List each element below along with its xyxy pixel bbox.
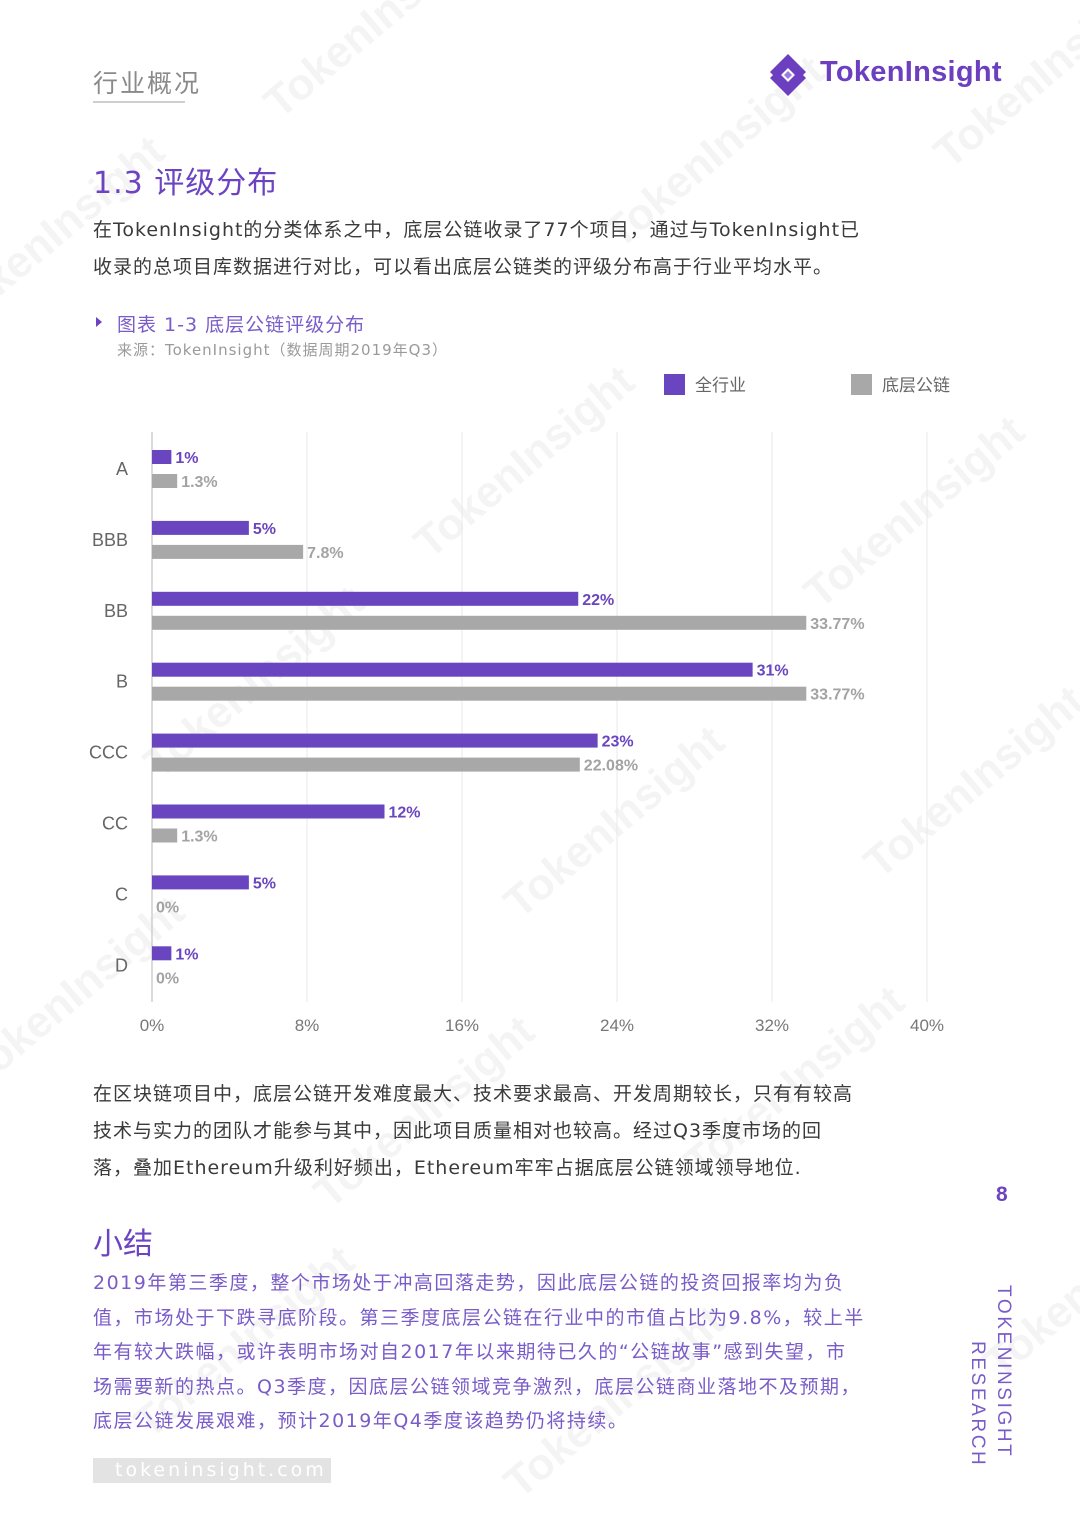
bar-public-chain: [152, 686, 807, 701]
category-label: A: [116, 459, 128, 479]
bar-value-label: 1%: [175, 450, 198, 467]
bar-public-chain: [152, 544, 304, 559]
summary-line: 2019年第三季度，整个市场处于冲高回落走势，因此底层公链的投资回报率均为负: [93, 1272, 845, 1294]
legend-swatch: [664, 374, 685, 395]
category-label: C: [115, 884, 128, 904]
tokeninsight-logo-icon: [770, 54, 806, 96]
bar-public-chain: [152, 757, 580, 772]
figure-title: 图表 1-3 底层公链评级分布: [117, 314, 366, 336]
category-label: BB: [104, 601, 128, 621]
bar-industry: [152, 450, 172, 464]
watermark-text: TokenInsight: [255, 0, 494, 128]
legend-swatch: [851, 374, 872, 395]
footer-url-bar: [93, 1458, 331, 1483]
bar-industry: [152, 662, 753, 677]
caption-arrow-icon: [96, 317, 102, 327]
analysis-paragraph: 在区块链项目中，底层公链开发难度最大、技术要求最高、开发周期较长，只有有较高 技…: [93, 1076, 933, 1187]
x-tick-label: 24%: [600, 1016, 634, 1035]
bar-value-label: 7.8%: [307, 545, 343, 562]
bar-industry: [152, 946, 172, 961]
bar-value-label: 0%: [156, 970, 179, 987]
x-tick-label: 16%: [445, 1016, 479, 1035]
intro-paragraph: 在TokenInsight的分类体系之中，底层公链收录了77个项目，通过与Tok…: [93, 212, 933, 286]
side-brand-line1: TOKENINSIGHT: [993, 1285, 1014, 1458]
bar-industry: [152, 875, 249, 890]
brand-logo-text: TokenInsight: [820, 56, 1002, 88]
bar-value-label: 22%: [582, 592, 614, 609]
bar-value-label: 1%: [175, 946, 198, 963]
bar-value-label: 12%: [389, 805, 421, 822]
bar-value-label: 1.3%: [181, 474, 217, 491]
analysis-line: 落，叠加Ethereum升级利好频出，Ethereum牢牢占据底层公链领域领导地…: [93, 1157, 802, 1179]
intro-line: 收录的总项目库数据进行对比，可以看出底层公链类的评级分布高于行业平均水平。: [93, 256, 834, 278]
bar-value-label: 33.77%: [810, 616, 864, 633]
category-label: D: [115, 955, 128, 975]
x-tick-label: 8%: [295, 1016, 320, 1035]
figure-source: 来源：TokenInsight（数据周期2019年Q3）: [117, 341, 449, 359]
category-label: BBB: [92, 530, 128, 550]
summary-line: 值，市场处于下跌寻底阶段。第三季度底层公链在行业中的市值占比为9.8%，较上半: [93, 1306, 865, 1329]
category-label: CC: [102, 814, 128, 834]
bar-value-label: 5%: [253, 875, 276, 892]
x-tick-label: 32%: [755, 1016, 789, 1035]
summary-line: 年有较大跌幅，或许表明市场对自2017年以来期待已久的“公链故事”感到失望，市: [93, 1341, 847, 1363]
bar-value-label: 0%: [156, 899, 179, 916]
category-label: B: [116, 672, 128, 692]
bar-value-label: 1.3%: [181, 829, 217, 846]
analysis-line: 技术与实力的团队才能参与其中，因此项目质量相对也较高。经过Q3季度市场的回: [93, 1120, 823, 1142]
legend-label: 底层公链: [882, 376, 950, 396]
bar-industry: [152, 520, 249, 535]
section-heading: 1.3 评级分布: [93, 166, 279, 201]
bar-value-label: 33.77%: [810, 687, 864, 704]
bar-public-chain: [152, 615, 807, 630]
rating-distribution-chart: 0% 8% 16% 24% 32% 40%全行业 底层公链A1%1.3%BBB5%7.8%B…: [89, 374, 950, 1035]
side-brand-line2: RESEARCH: [967, 1341, 988, 1465]
page-number: 8: [996, 1183, 1008, 1206]
side-brand-vertical: TOKENINSIGHT RESEARCH: [967, 1285, 1014, 1465]
bar-value-label: 31%: [757, 663, 789, 680]
x-tick-label: 0%: [140, 1016, 165, 1035]
x-tick-label: 40%: [910, 1016, 944, 1035]
bar-industry: [152, 804, 385, 819]
bar-value-label: 23%: [602, 734, 634, 751]
bar-value-label: 22.08%: [584, 758, 638, 775]
analysis-line: 在区块链项目中，底层公链开发难度最大、技术要求最高、开发周期较长，只有有较高: [93, 1083, 854, 1105]
section-label-underline: [93, 101, 185, 103]
bar-public-chain: [152, 828, 178, 843]
bar-value-label: 5%: [253, 521, 276, 538]
bar-public-chain: [152, 474, 178, 488]
summary-paragraph: 2019年第三季度，整个市场处于冲高回落走势，因此底层公链的投资回报率均为负 值…: [93, 1266, 943, 1439]
bar-industry: [152, 733, 598, 748]
section-label: 行业概况: [93, 69, 202, 98]
summary-line: 底层公链发展艰难，预计2019年Q4季度该趋势仍将持续。: [93, 1410, 629, 1432]
category-label: CCC: [89, 743, 128, 763]
intro-line: 在TokenInsight的分类体系之中，底层公链收录了77个项目，通过与Tok…: [93, 219, 861, 241]
summary-line: 场需要新的热点。Q3季度，因底层公链领域竞争激烈，底层公链商业落地不及预期，: [93, 1375, 862, 1398]
footer-url[interactable]: tokeninsight.com: [115, 1459, 327, 1481]
summary-heading: 小结: [93, 1227, 153, 1262]
bar-industry: [152, 591, 579, 606]
legend-label: 全行业: [695, 376, 746, 396]
